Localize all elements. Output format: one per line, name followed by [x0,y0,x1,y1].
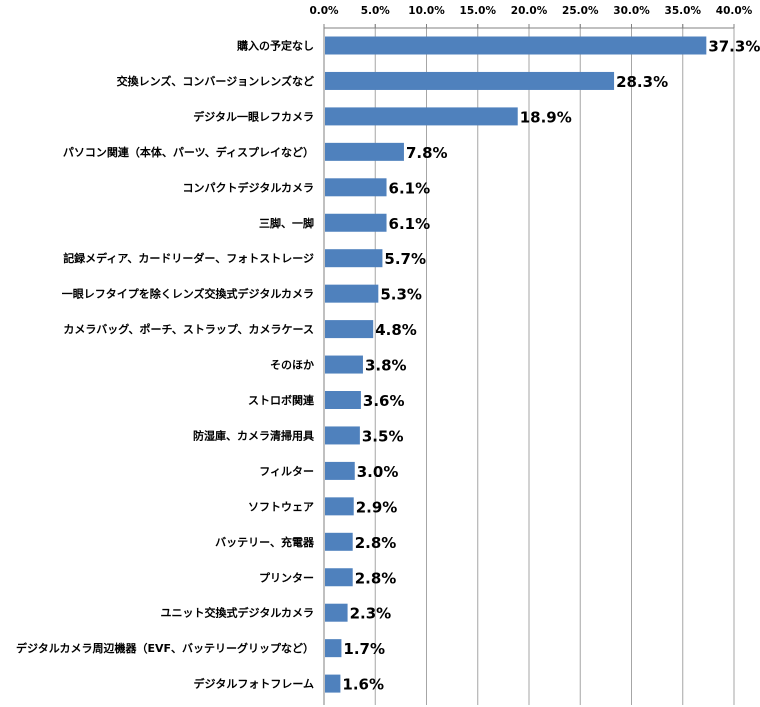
data-label: 2.9% [356,498,398,516]
data-label: 1.7% [343,640,385,658]
category-label: パソコン関連（本体、パーツ、ディスプレイなど） [63,145,314,159]
data-label: 18.9% [520,108,572,126]
category-label: 購入の予定なし [236,39,314,53]
category-label: コンパクトデジタルカメラ [183,180,314,194]
x-tick-label: 20.0% [511,5,548,17]
data-label: 4.8% [375,321,417,339]
category-label: カメラバッグ、ポーチ、ストラップ、カメラケース [63,322,314,336]
bar [325,391,361,409]
data-label: 7.8% [406,144,448,162]
category-label: ソフトウェア [248,500,314,513]
bar [325,568,353,587]
bar [325,639,342,658]
bar [325,532,353,551]
data-label: 6.1% [389,215,431,233]
data-labels: 37.3% 28.3% 18.9% 7.8% 6.1% 6.1% 5.7% 5.3% 4.8% 3… [342,38,760,694]
bar [325,355,363,374]
data-label: 3.5% [362,427,404,445]
bar [325,497,354,516]
category-label: デジタル一眼レフカメラ [193,109,314,123]
category-label: 防湿庫、カメラ清掃用具 [193,428,314,442]
x-tick-label: 0.0% [309,5,339,17]
x-tick-label: 15.0% [460,5,497,17]
x-tick-label: 40.0% [716,5,753,17]
category-labels: 購入の予定なし交換レンズ、コンバージョンレンズなどデジタル一眼レフカメラパソコン… [16,39,315,691]
bar [325,426,360,445]
category-label: そのほか [270,359,314,372]
category-label: プリンター [259,570,314,584]
bar [325,178,387,197]
data-label: 6.1% [389,179,431,197]
bar [325,674,341,693]
category-label: 記録メディア、カードリーダー、フォトストレージ [63,251,314,265]
bar [325,107,518,126]
data-label: 2.8% [355,534,397,552]
category-label: 交換レンズ、コンバージョンレンズなど [117,74,314,88]
category-label: 三脚、一脚 [259,216,314,230]
data-label: 37.3% [708,38,760,56]
bars [325,36,707,693]
x-tick-label: 35.0% [665,5,702,17]
category-label: 一眼レフタイプを除くレンズ交換式デジタルカメラ [62,287,314,301]
bar [325,461,355,480]
x-tick-label: 5.0% [361,5,391,17]
bar [325,320,374,339]
category-label: デジタルカメラ周辺機器（EVF、バッテリーグリップなど） [16,641,314,655]
data-label: 5.3% [380,286,422,304]
bar [325,249,383,268]
bar [325,213,387,232]
x-tick-label: 10.0% [408,5,445,17]
gridlines [374,24,735,705]
bar [325,603,348,622]
bar [325,71,615,90]
data-label: 3.6% [363,392,405,410]
data-label: 3.0% [357,463,399,481]
data-label: 28.3% [616,73,668,91]
x-axis-ticks: 0.0% 5.0% 10.0% 15.0% 20.0% 25.0% 30.0% 35.0% 40… [309,5,753,29]
category-label: デジタルフォトフレーム [194,677,314,691]
x-tick-label: 25.0% [562,5,599,17]
bar [325,36,707,55]
data-label: 3.8% [365,357,407,375]
category-label: バッテリー、充電器 [215,535,315,549]
data-label: 1.6% [342,676,384,694]
bar [325,284,379,303]
category-label: フィルター [259,465,314,478]
x-tick-label: 30.0% [613,5,650,17]
bar [325,142,404,161]
data-label: 2.8% [355,569,397,587]
data-label: 5.7% [384,250,426,268]
category-label: ユニット交換式デジタルカメラ [161,606,314,620]
data-label: 2.3% [350,605,392,623]
category-label: ストロボ関連 [248,393,315,407]
